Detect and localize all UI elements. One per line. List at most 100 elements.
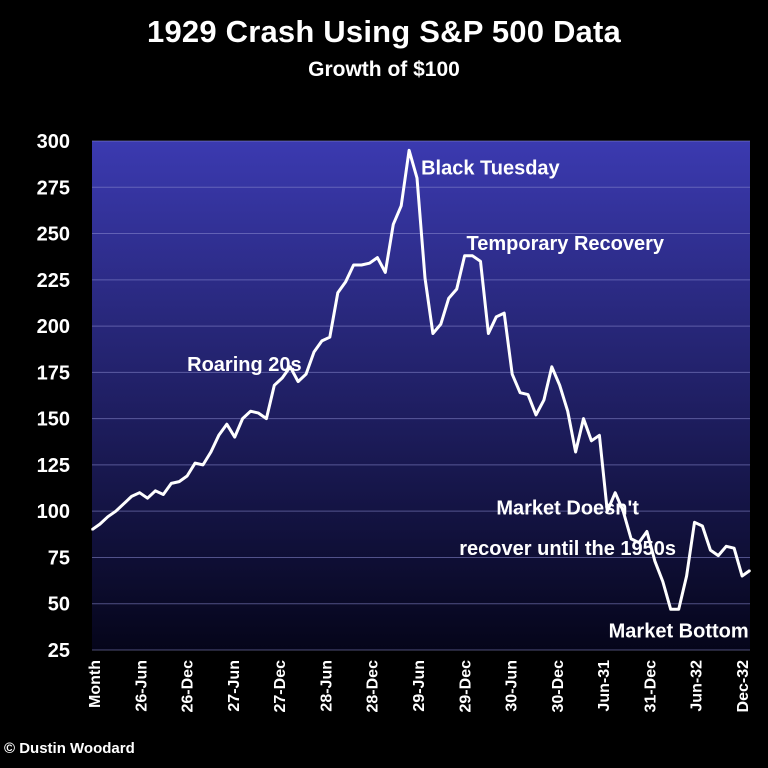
data-point [233, 436, 236, 438]
data-point [471, 254, 474, 257]
data-point [598, 434, 601, 437]
x-tick-label: 30-Dec [550, 660, 567, 713]
y-tick-label: 300 [37, 131, 70, 153]
data-point [241, 417, 244, 420]
data-point [114, 510, 117, 512]
x-tick-label: 29-Dec [457, 660, 474, 713]
data-point [344, 280, 347, 283]
data-point [551, 366, 553, 368]
x-tick-label: Jun-32 [689, 660, 706, 712]
data-point [693, 521, 696, 524]
data-point [265, 417, 268, 420]
data-point [638, 541, 640, 544]
annotation-label: recover until the 1950s [459, 538, 676, 560]
x-tick-label: Jun-31 [596, 660, 613, 712]
data-point [154, 490, 157, 492]
data-point [146, 497, 149, 500]
y-tick-label: 50 [48, 594, 70, 616]
chart-subtitle: Growth of $100 [308, 58, 460, 81]
data-point [305, 373, 307, 376]
data-point [669, 608, 672, 611]
data-point [289, 366, 291, 368]
data-point [558, 384, 561, 387]
data-point [329, 336, 331, 338]
data-point [749, 569, 751, 572]
data-point [463, 254, 466, 257]
x-tick-label: 30-Jun [504, 660, 521, 712]
y-tick-label: 200 [37, 316, 70, 338]
annotation-label: Market Bottom [609, 620, 749, 642]
data-point [661, 580, 664, 583]
data-point [654, 560, 656, 562]
data-point [218, 434, 220, 437]
data-point [91, 528, 93, 531]
y-tick-label: 150 [37, 409, 70, 431]
data-point [424, 277, 426, 279]
data-point [701, 525, 704, 527]
data-point [122, 502, 125, 505]
data-point [566, 410, 569, 413]
data-point [194, 462, 196, 464]
data-point [685, 575, 688, 577]
x-axis: Month 26-Jun 26-Dec 27-Jun 27-Dec 28-Jun 28-De… [87, 660, 752, 713]
data-point [519, 391, 521, 394]
data-point [170, 482, 173, 485]
data-point [574, 451, 577, 453]
data-point [162, 493, 165, 496]
data-point [408, 149, 410, 152]
data-point [313, 351, 315, 353]
data-point [511, 373, 513, 376]
y-tick-label: 100 [37, 501, 70, 523]
data-point [432, 332, 434, 335]
y-tick-label: 275 [37, 177, 70, 199]
data-point [535, 414, 537, 416]
data-point [257, 412, 260, 414]
data-point [336, 291, 339, 294]
data-point [614, 491, 617, 494]
data-point [352, 264, 355, 266]
x-tick-label: 26-Dec [180, 660, 197, 713]
credit-text: © Dustin Woodard [4, 740, 135, 757]
x-tick-label: 31-Dec [642, 660, 659, 713]
data-point [384, 271, 387, 274]
data-point [186, 475, 188, 477]
data-point [368, 262, 371, 264]
data-point [606, 510, 609, 512]
data-point [582, 417, 585, 420]
y-tick-label: 225 [37, 270, 70, 292]
data-point [281, 377, 284, 379]
annotation-label: Roaring 20s [187, 354, 301, 376]
chart-title: 1929 Crash Using S&P 500 Data [147, 14, 621, 49]
data-point [487, 332, 490, 335]
data-point [360, 264, 363, 266]
data-point [400, 204, 402, 207]
data-point [733, 547, 735, 549]
data-point [677, 608, 680, 611]
data-point [273, 384, 276, 387]
y-axis: 300 275 250 225 200 175 150 125 100 75 50 25 [37, 131, 70, 662]
data-point [107, 515, 109, 518]
series-layer [91, 148, 751, 611]
data-point [479, 260, 482, 263]
data-point [202, 464, 204, 466]
data-point [392, 223, 395, 226]
data-point [376, 256, 379, 259]
data-point [210, 451, 212, 453]
data-point [138, 491, 141, 494]
data-point [590, 440, 593, 442]
x-tick-label: 28-Jun [318, 660, 335, 712]
data-point [297, 380, 299, 383]
annotation-label: Market Doesn't [496, 498, 639, 520]
x-tick-label: 27-Jun [226, 660, 243, 712]
x-tick-label: 28-Dec [365, 660, 382, 713]
x-tick-label: 29-Jun [411, 660, 428, 712]
data-point [543, 399, 545, 401]
data-point [130, 495, 133, 498]
data-point [527, 393, 529, 396]
annotations: Black Tuesday Temporary Recovery Roaring 2… [187, 157, 749, 642]
x-tick-label: Month [87, 660, 104, 708]
data-point [709, 549, 712, 551]
data-point [249, 410, 252, 413]
data-point [416, 177, 418, 179]
